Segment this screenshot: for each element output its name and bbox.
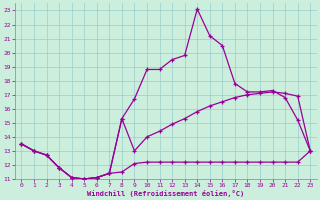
X-axis label: Windchill (Refroidissement éolien,°C): Windchill (Refroidissement éolien,°C) <box>87 190 244 197</box>
